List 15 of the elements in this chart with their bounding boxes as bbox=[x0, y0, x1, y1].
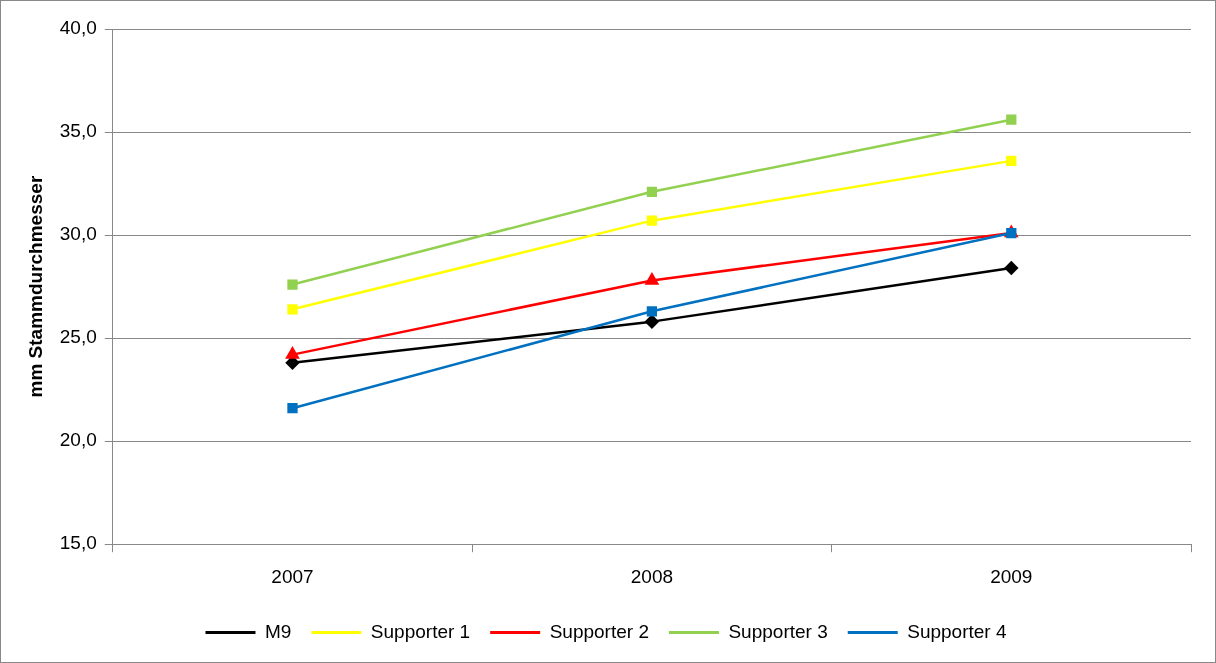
y-tick-label: 40,0 bbox=[59, 17, 97, 39]
x-tick-label: 2007 bbox=[271, 565, 314, 587]
x-tick-label: 2009 bbox=[990, 565, 1033, 587]
y-tick-label: 25,0 bbox=[59, 326, 97, 348]
legend-label: Supporter 3 bbox=[728, 620, 828, 642]
y-tick-label: 20,0 bbox=[59, 429, 97, 451]
legend-label: Supporter 4 bbox=[907, 620, 1007, 642]
legend-label: M9 bbox=[264, 620, 292, 642]
y-axis-title: mm Stammdurchmesser bbox=[24, 175, 46, 398]
y-tick-label: 30,0 bbox=[59, 223, 97, 245]
x-tick-label: 2008 bbox=[630, 565, 674, 587]
y-tick-label: 35,0 bbox=[59, 120, 97, 142]
legend-label: Supporter 2 bbox=[549, 620, 649, 642]
legend-label: Supporter 1 bbox=[370, 620, 471, 642]
y-tick-label: 15,0 bbox=[59, 532, 97, 554]
